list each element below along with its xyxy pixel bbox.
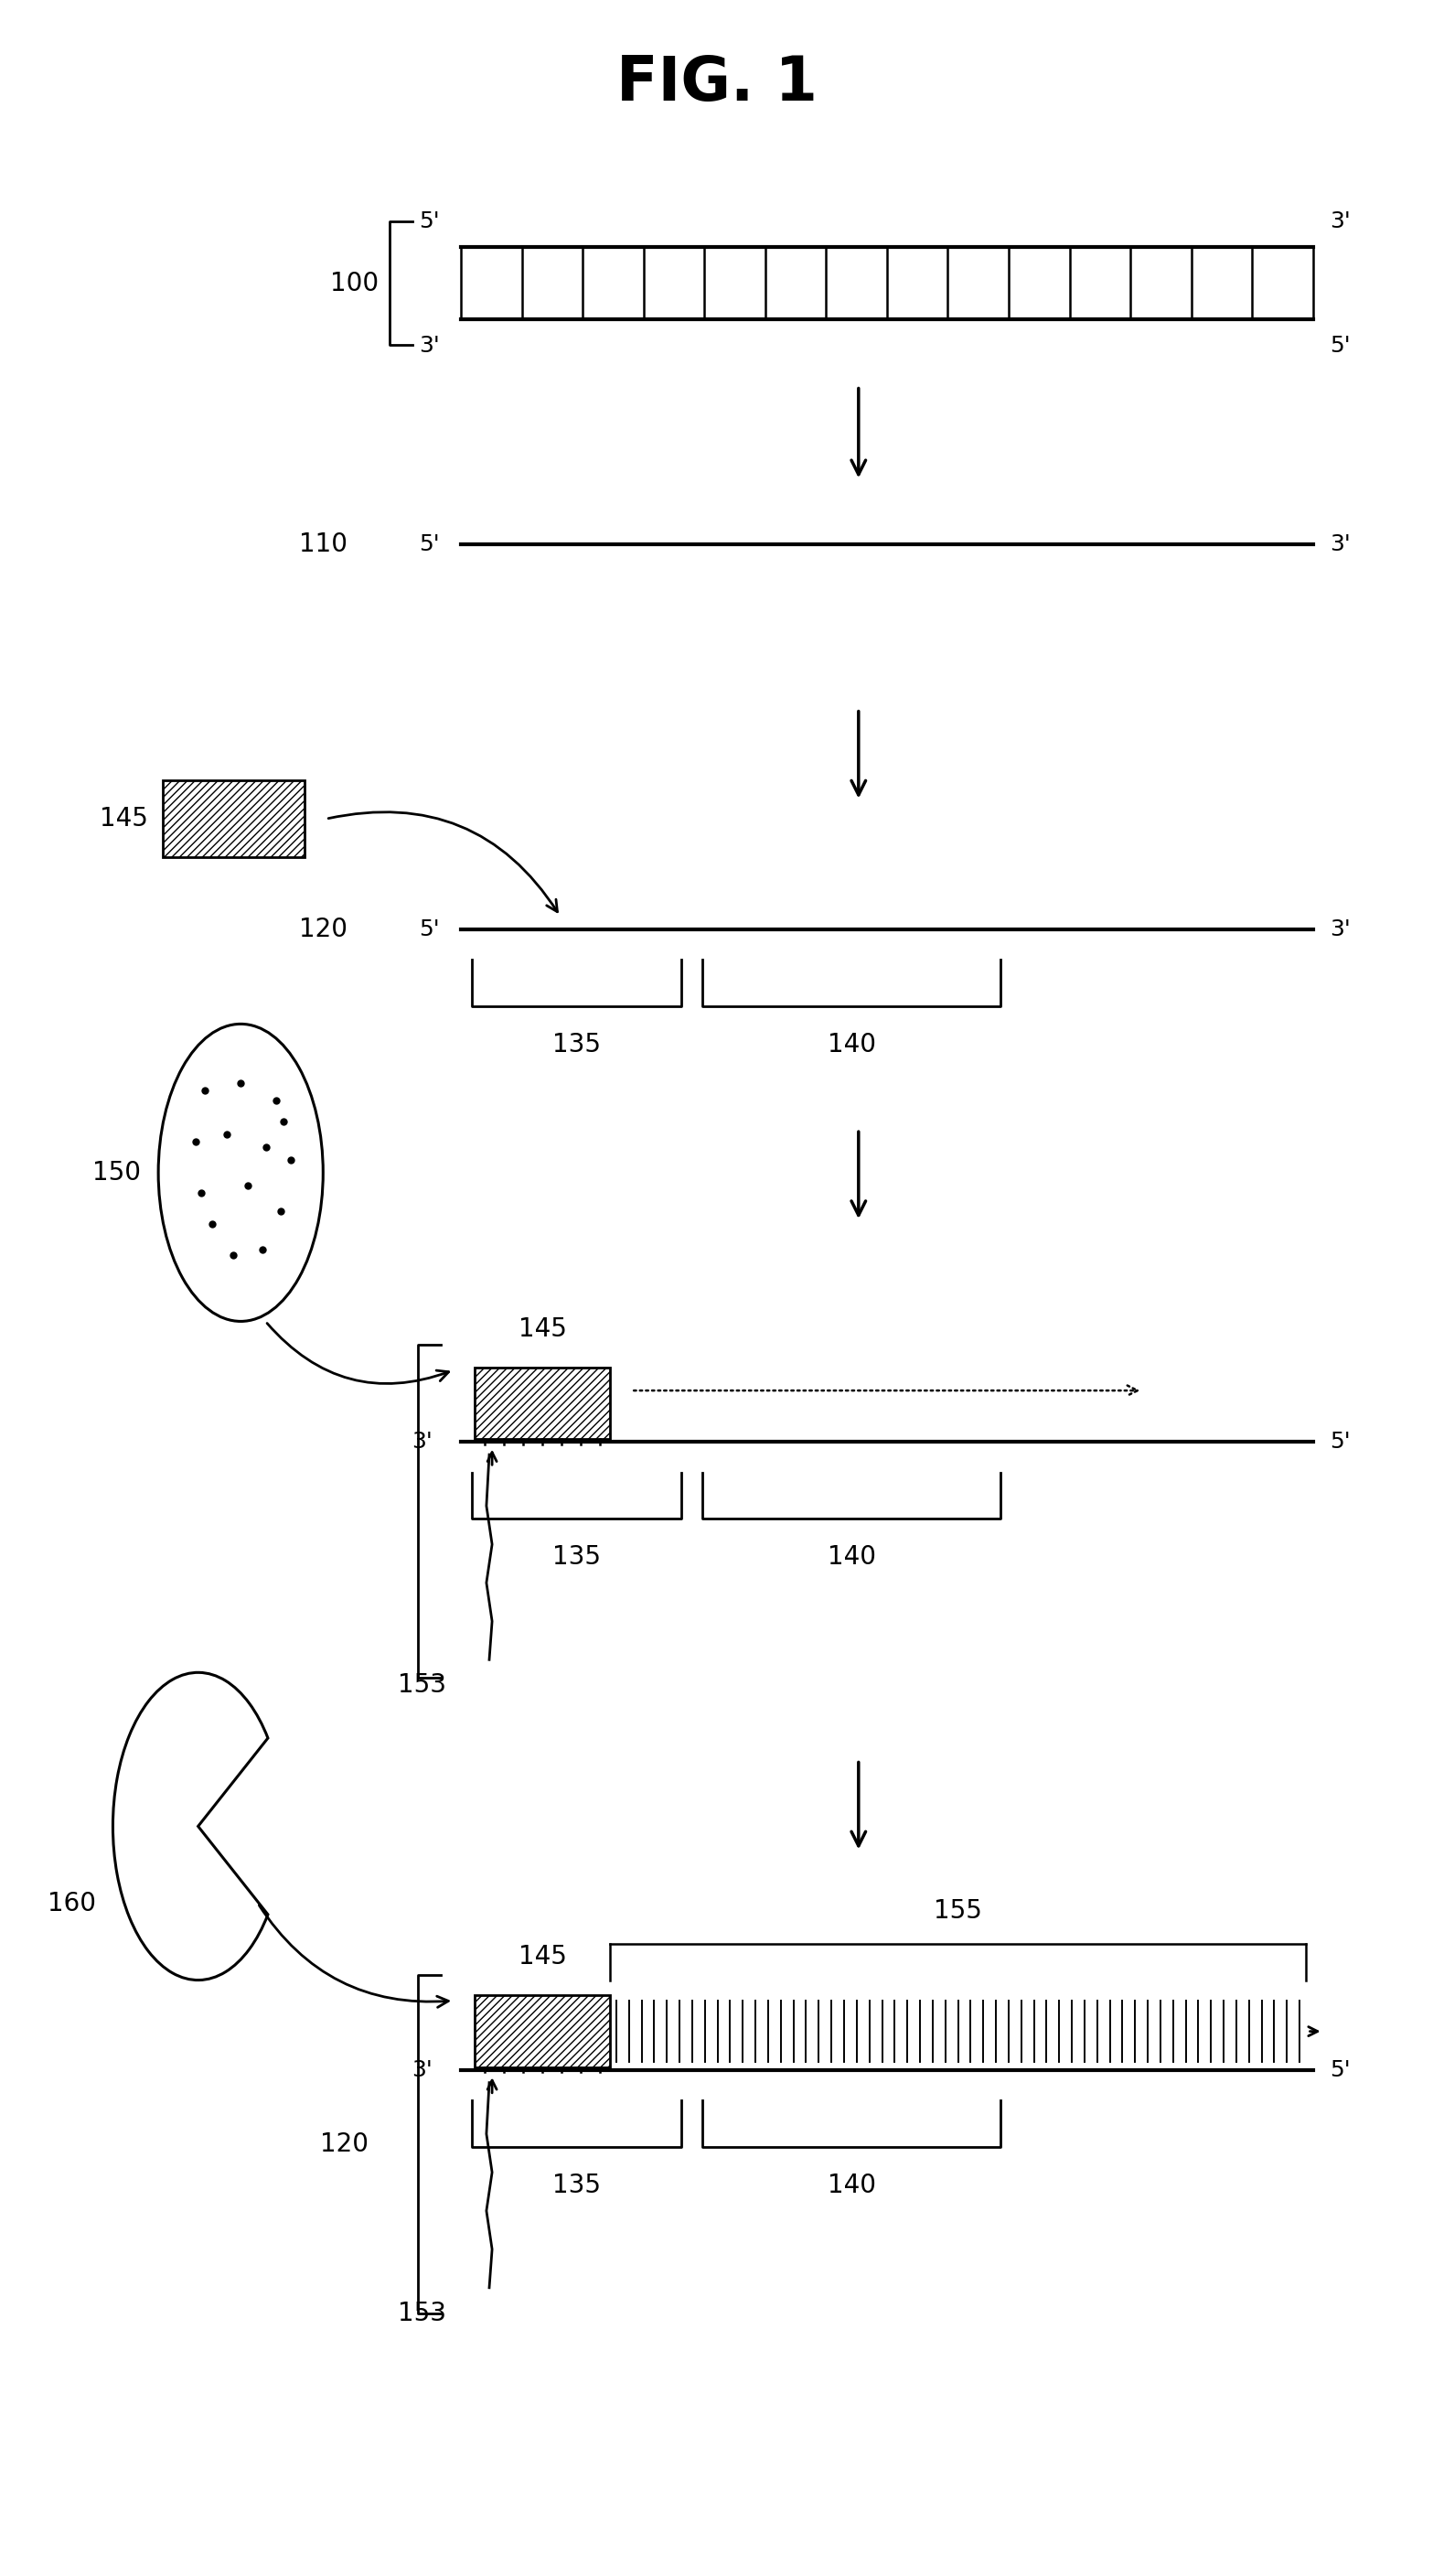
Text: 120: 120 — [320, 2130, 368, 2156]
Text: 135: 135 — [552, 2172, 600, 2197]
Bar — [476, 1996, 610, 2069]
Text: 3': 3' — [411, 1430, 433, 1453]
Wedge shape — [113, 1672, 268, 1981]
Text: 135: 135 — [552, 1030, 600, 1056]
Text: 145: 145 — [519, 1316, 566, 1342]
Text: 100: 100 — [330, 270, 378, 296]
Text: 153: 153 — [398, 1672, 447, 1698]
Text: 5': 5' — [1330, 1430, 1351, 1453]
Text: 145: 145 — [519, 1945, 566, 1971]
Text: 150: 150 — [93, 1159, 142, 1185]
Text: 3': 3' — [411, 2058, 433, 2081]
Text: FIG. 1: FIG. 1 — [616, 54, 817, 113]
Text: 3': 3' — [1330, 533, 1351, 556]
Text: 140: 140 — [827, 2172, 876, 2197]
Text: 155: 155 — [934, 1899, 982, 1924]
Text: 5': 5' — [418, 211, 440, 232]
Text: 110: 110 — [298, 531, 347, 556]
Bar — [162, 781, 305, 858]
Text: 160: 160 — [47, 1891, 96, 1917]
Text: 3': 3' — [418, 335, 440, 355]
Circle shape — [158, 1025, 322, 1321]
Text: 145: 145 — [100, 806, 149, 832]
Text: 3': 3' — [1330, 917, 1351, 940]
Text: 140: 140 — [827, 1546, 876, 1569]
Text: 5': 5' — [418, 917, 440, 940]
Text: 5': 5' — [1330, 2058, 1351, 2081]
Text: 120: 120 — [298, 917, 347, 943]
Text: 135: 135 — [552, 1546, 600, 1569]
Bar — [476, 1368, 610, 1440]
Text: 153: 153 — [398, 2300, 447, 2326]
Text: 5': 5' — [418, 533, 440, 556]
Text: 3': 3' — [1330, 211, 1351, 232]
Text: 140: 140 — [827, 1030, 876, 1056]
Text: 5': 5' — [1330, 335, 1351, 355]
